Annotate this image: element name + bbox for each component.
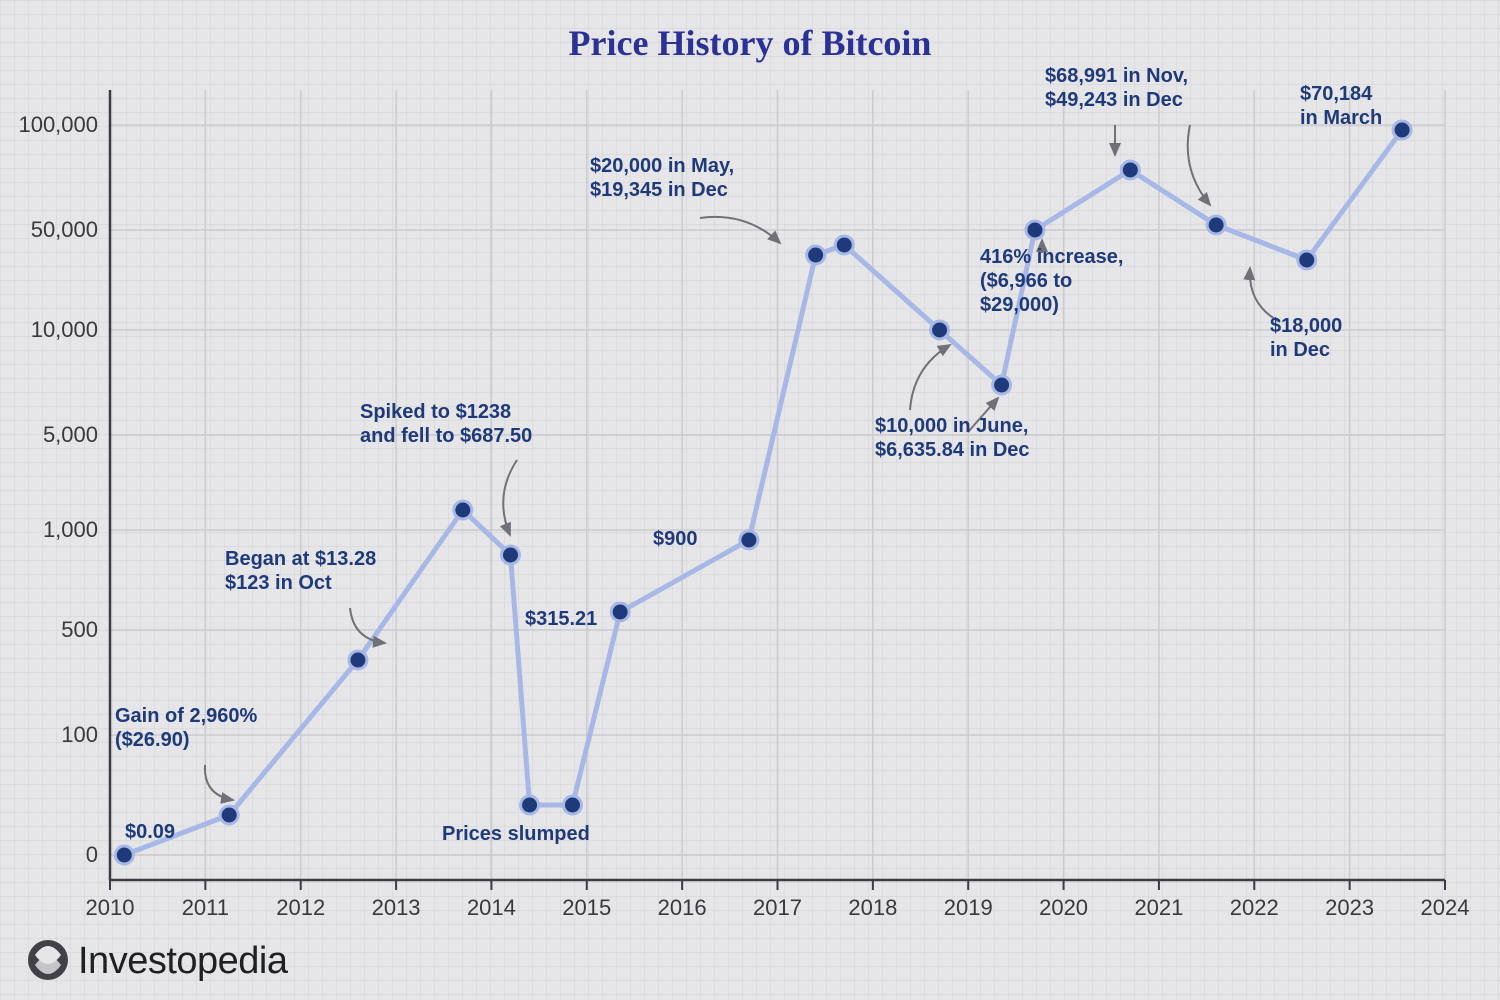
annotation-text: $49,243 in Dec (1045, 89, 1183, 111)
data-point (220, 806, 238, 824)
annotation-text: Gain of 2,960% (115, 705, 257, 727)
annotation: $0.09 (125, 821, 175, 843)
annotation-text: $18,000 (1270, 315, 1342, 337)
chart-title: Price History of Bitcoin (569, 23, 932, 63)
annotation-text: in March (1300, 107, 1382, 129)
data-point (115, 846, 133, 864)
data-point (454, 501, 472, 519)
annotation-text: $20,000 in May, (590, 155, 734, 177)
price-history-chart: Price History of Bitcoin 0 100 500 1,000 5,00… (0, 0, 1500, 1000)
data-point (563, 796, 581, 814)
x-tick-label: 2019 (944, 895, 993, 920)
annotation-text: $70,184 (1300, 83, 1373, 105)
x-tick-label: 2023 (1325, 895, 1374, 920)
annotation-text: $19,345 in Dec (590, 179, 728, 201)
x-tick-label: 2021 (1134, 895, 1183, 920)
x-tick-label: 2017 (753, 895, 802, 920)
x-tick-label: 2018 (848, 895, 897, 920)
annotation-text: $123 in Oct (225, 572, 332, 594)
data-point (807, 246, 825, 264)
x-tick-label: 2020 (1039, 895, 1088, 920)
data-point (1393, 121, 1411, 139)
y-tick-label: 10,000 (31, 317, 98, 342)
x-tick-label: 2024 (1421, 895, 1470, 920)
y-tick-label: 100 (61, 722, 98, 747)
chart-container: Price History of Bitcoin 0 100 500 1,000 5,00… (0, 0, 1500, 1000)
brand-logo: Investopedia (18, 938, 289, 982)
data-point (740, 531, 758, 549)
annotation: Prices slumped (442, 823, 590, 845)
x-tick-label: 2022 (1230, 895, 1279, 920)
y-tick-label: 50,000 (31, 217, 98, 242)
data-point (835, 236, 853, 254)
annotation-text: $6,635.84 in Dec (875, 439, 1030, 461)
data-point (1026, 221, 1044, 239)
annotation-text: ($6,966 to (980, 270, 1072, 292)
annotation-text: $900 (653, 528, 698, 550)
y-tick-label: 0 (86, 842, 98, 867)
data-point (1298, 251, 1316, 269)
data-point (1121, 161, 1139, 179)
annotation-text: Began at $13.28 (225, 548, 376, 570)
annotation-text: $29,000) (980, 294, 1059, 316)
annotation: $900 (653, 528, 698, 550)
annotation-text: $0.09 (125, 821, 175, 843)
x-tick-label: 2016 (658, 895, 707, 920)
grid-texture (0, 0, 1500, 1000)
y-tick-label: 5,000 (43, 422, 98, 447)
x-tick-label: 2012 (276, 895, 325, 920)
y-tick-label: 1,000 (43, 517, 98, 542)
brand-name: Investopedia (78, 940, 289, 982)
annotation-text: and fell to $687.50 (360, 425, 532, 447)
data-point (611, 603, 629, 621)
x-tick-label: 2015 (562, 895, 611, 920)
x-tick-label: 2010 (86, 895, 135, 920)
annotation-text: $10,000 in June, (875, 415, 1028, 437)
x-tick-label: 2013 (372, 895, 421, 920)
data-point (931, 321, 949, 339)
data-point (993, 376, 1011, 394)
data-point (349, 651, 367, 669)
annotation-text: ($26.90) (115, 729, 190, 751)
x-tick-label: 2014 (467, 895, 516, 920)
y-tick-label: 500 (61, 617, 98, 642)
annotation-text: 416% increase, (980, 246, 1123, 268)
annotation-text: in Dec (1270, 339, 1330, 361)
annotation: $315.21 (525, 608, 597, 630)
annotation-text: Spiked to $1238 (360, 401, 511, 423)
annotation-text: $315.21 (525, 608, 597, 630)
data-point (502, 546, 520, 564)
x-tick-label: 2011 (182, 895, 229, 920)
data-point (1207, 216, 1225, 234)
annotation-text: Prices slumped (442, 823, 590, 845)
data-point (521, 796, 539, 814)
annotation-text: $68,991 in Nov, (1045, 65, 1188, 87)
y-tick-label: 100,000 (18, 112, 98, 137)
